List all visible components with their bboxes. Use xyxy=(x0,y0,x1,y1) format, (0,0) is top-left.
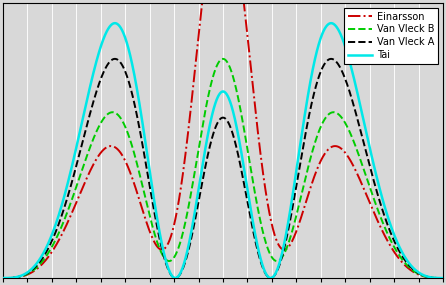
Van Vleck A xyxy=(112,57,118,61)
Van Vleck B xyxy=(202,109,208,113)
Van Vleck B xyxy=(428,276,434,279)
Einarsson xyxy=(347,158,352,161)
Van Vleck A xyxy=(0,276,5,280)
Van Vleck A xyxy=(441,276,446,280)
Tai xyxy=(215,97,220,100)
Van Vleck A xyxy=(347,91,352,94)
Legend: Einarsson, Van Vleck B, Van Vleck A, Tai: Einarsson, Van Vleck B, Van Vleck A, Tai xyxy=(344,8,438,64)
Tai xyxy=(428,276,433,279)
Van Vleck B xyxy=(220,57,226,61)
Tai xyxy=(0,276,5,280)
Line: Van Vleck A: Van Vleck A xyxy=(3,59,443,278)
Einarsson xyxy=(428,276,434,279)
Einarsson xyxy=(441,276,446,280)
Van Vleck A xyxy=(428,276,433,279)
Van Vleck B xyxy=(23,273,28,277)
Line: Tai: Tai xyxy=(3,23,443,278)
Einarsson xyxy=(23,274,28,277)
Van Vleck A xyxy=(23,273,28,276)
Tai xyxy=(112,21,118,25)
Tai xyxy=(428,276,434,279)
Van Vleck B xyxy=(0,276,5,280)
Line: Van Vleck B: Van Vleck B xyxy=(3,59,443,278)
Van Vleck B xyxy=(214,64,219,67)
Van Vleck B xyxy=(347,131,352,134)
Line: Einarsson: Einarsson xyxy=(3,0,443,278)
Van Vleck A xyxy=(203,164,208,168)
Tai xyxy=(23,272,28,276)
Tai xyxy=(347,60,352,64)
Einarsson xyxy=(0,276,5,280)
Einarsson xyxy=(428,276,433,279)
Van Vleck B xyxy=(441,276,446,280)
Van Vleck B xyxy=(428,276,433,279)
Van Vleck A xyxy=(215,122,220,125)
Tai xyxy=(203,146,208,149)
Tai xyxy=(441,276,446,280)
Van Vleck A xyxy=(428,276,434,279)
